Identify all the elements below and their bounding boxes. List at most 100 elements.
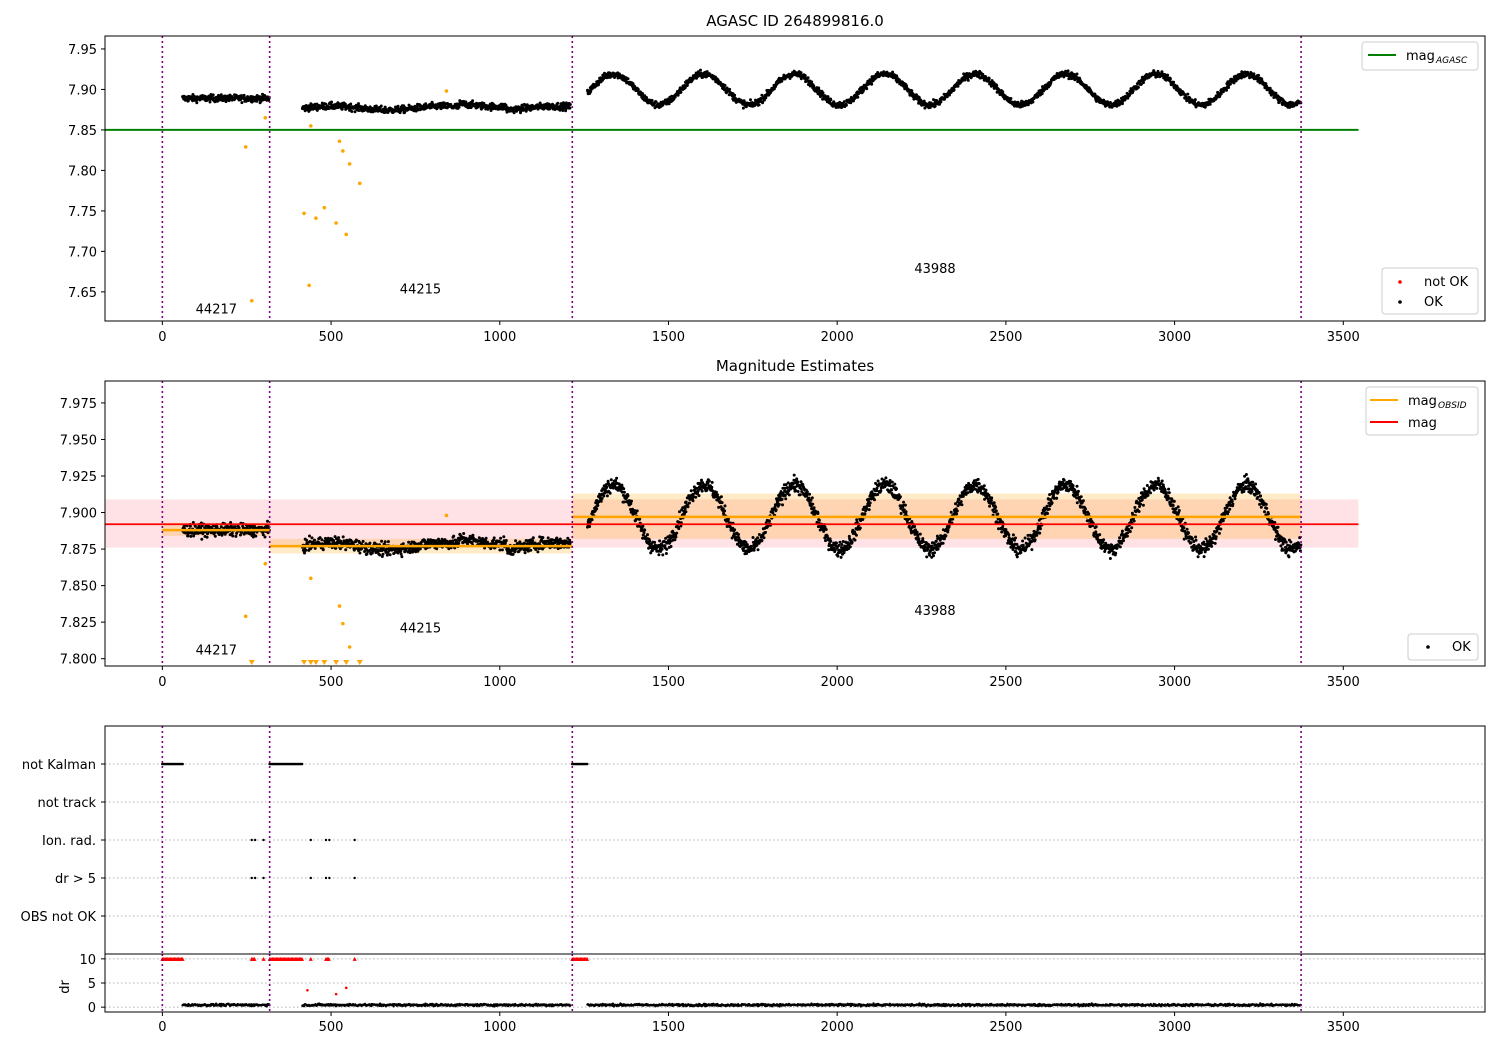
- ok-point: [568, 541, 572, 545]
- ok-point: [870, 82, 874, 86]
- ok-point: [608, 491, 612, 495]
- ok-point: [484, 536, 488, 540]
- ok-point: [561, 109, 565, 112]
- ok-point: [844, 103, 848, 107]
- ok-point: [761, 101, 765, 105]
- ok-point: [658, 539, 662, 543]
- ok-point: [865, 507, 869, 511]
- ok-point: [805, 490, 809, 494]
- ok-point: [435, 547, 439, 551]
- ok-point: [654, 100, 658, 104]
- ok-point: [415, 105, 419, 109]
- ok-point: [876, 479, 880, 483]
- ok-point: [812, 506, 816, 510]
- ok-point: [749, 98, 752, 102]
- ok-point: [536, 550, 540, 554]
- ok-point: [664, 552, 668, 555]
- ok-point: [353, 110, 357, 114]
- ok-point: [719, 495, 723, 499]
- ok-point: [821, 91, 825, 95]
- ok-point: [605, 485, 609, 489]
- ok-point: [1001, 90, 1005, 94]
- y-tick-label: 7.65: [68, 286, 97, 301]
- ok-point: [556, 101, 560, 105]
- ok-point: [229, 521, 233, 524]
- ok-point: [966, 78, 970, 82]
- ok-point: [531, 539, 535, 543]
- ok-point: [502, 535, 506, 539]
- x-tick-label: 1500: [652, 330, 685, 345]
- ok-point: [429, 106, 433, 110]
- ok-point: [699, 68, 702, 72]
- ok-point: [899, 512, 903, 515]
- ok-point: [630, 499, 633, 503]
- ok-point: [707, 479, 711, 483]
- ok-point: [205, 535, 209, 539]
- ok-point: [741, 106, 745, 110]
- ok-point: [846, 541, 850, 545]
- ok-point: [1131, 89, 1135, 93]
- ok-point: [822, 529, 826, 533]
- ok-point: [464, 100, 468, 104]
- ok-point: [215, 525, 219, 529]
- ok-point: [687, 501, 691, 505]
- ok-point: [504, 539, 508, 542]
- orange-point: [243, 145, 248, 149]
- x-tick-label: 2000: [821, 330, 854, 345]
- ok-point: [762, 536, 766, 540]
- ok-point: [344, 548, 348, 552]
- ok-point: [1186, 92, 1190, 96]
- orange-point: [344, 232, 349, 237]
- ok-point: [710, 485, 714, 489]
- legend-label: not OK: [1424, 275, 1469, 290]
- ok-point: [774, 508, 778, 512]
- ok-point: [898, 495, 902, 499]
- ok-point: [1126, 96, 1130, 100]
- ok-point: [752, 548, 756, 552]
- ok-point: [365, 552, 369, 556]
- ok-point: [1120, 102, 1124, 106]
- ok-point: [858, 526, 862, 530]
- ok-point: [720, 501, 724, 505]
- orange-point: [444, 89, 449, 93]
- ok-point: [620, 483, 624, 487]
- ok-point: [853, 538, 857, 542]
- ok-point: [792, 473, 796, 477]
- ok-point: [200, 537, 204, 541]
- ok-point: [531, 536, 535, 540]
- ok-point: [665, 547, 669, 551]
- ok-point: [219, 93, 223, 97]
- ok-point: [234, 534, 238, 538]
- ok-point: [784, 497, 788, 501]
- ok-point: [893, 482, 897, 486]
- ok-point: [777, 502, 781, 506]
- ok-point: [1232, 81, 1236, 85]
- ok-point: [255, 99, 259, 103]
- ok-point: [541, 536, 545, 540]
- ok-point: [676, 93, 680, 97]
- ok-point: [910, 89, 914, 93]
- ok-point: [694, 495, 698, 499]
- ok-point: [737, 533, 740, 536]
- ok-point: [684, 510, 688, 514]
- ok-point: [1228, 82, 1232, 86]
- ok-point: [1139, 82, 1143, 86]
- ok-point: [626, 77, 630, 81]
- ok-point: [646, 533, 649, 537]
- ok-point: [863, 512, 867, 516]
- ok-point: [254, 534, 258, 538]
- ok-point: [551, 538, 554, 542]
- ok-point: [524, 109, 528, 113]
- ok-point: [452, 534, 456, 538]
- ok-point: [407, 540, 411, 544]
- orange-point: [309, 124, 313, 128]
- ok-point: [817, 88, 821, 92]
- ok-point: [1064, 69, 1068, 73]
- ok-point: [952, 88, 956, 92]
- ok-point: [514, 539, 518, 543]
- ok-point: [1208, 102, 1212, 106]
- ok-point: [193, 524, 197, 528]
- ok-point: [403, 110, 407, 114]
